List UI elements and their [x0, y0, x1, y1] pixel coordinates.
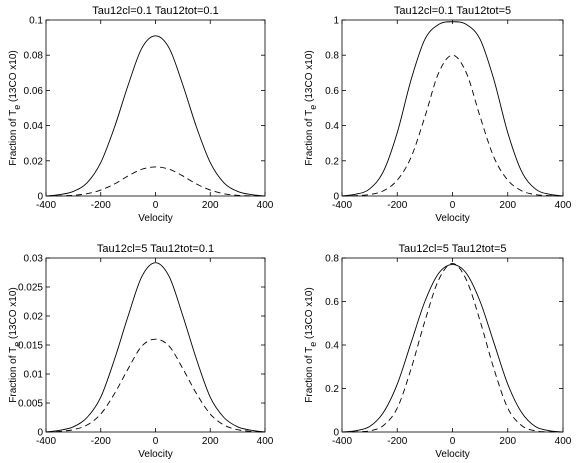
y-tick-label: 0.4: [325, 341, 339, 352]
x-tick-label: -200: [387, 436, 407, 447]
dashed-line-series: [341, 262, 564, 433]
y-axis-label: Fraction of Te (13CO x10): [8, 50, 22, 165]
y-axis-label-main: Fraction of T: [304, 347, 315, 403]
x-tick-label: 200: [499, 200, 516, 211]
y-tick-label: 0.4: [325, 121, 339, 132]
y-tick-label: 0.025: [18, 283, 43, 294]
y-tick-label: 0: [333, 192, 339, 203]
x-axis-label: Velocity: [138, 213, 172, 224]
y-axis-label: Fraction of Te (13CO x10): [304, 287, 318, 402]
y-axis-label-subscript: e: [12, 105, 22, 110]
y-tick-label: 0.005: [18, 399, 43, 410]
x-tick-label: -400: [332, 436, 352, 447]
x-tick-label: -400: [36, 436, 56, 447]
x-tick-label: 0: [153, 200, 159, 211]
axes-box: [341, 257, 564, 433]
solid-line-series: [45, 35, 266, 197]
y-axis-label: Fraction of Te (13CO x10): [8, 287, 22, 402]
x-tick-label: 200: [499, 436, 516, 447]
dashed-line-series: [341, 54, 564, 197]
y-tick-label: 0.02: [24, 312, 44, 323]
solid-line-series: [341, 21, 564, 197]
y-tick-label: 0.015: [18, 341, 43, 352]
x-tick-label: 200: [202, 436, 219, 447]
y-axis-label-main: Fraction of T: [8, 110, 19, 166]
x-tick-label: 400: [257, 436, 274, 447]
y-axis-label-main: Fraction of T: [8, 347, 19, 403]
subplot-3: Tau12cl=5 Tau12tot=0.1 -400 -200 0 200 400 0 0.…: [8, 243, 274, 460]
x-tick-label: 0: [153, 436, 159, 447]
y-tick-label: 1: [333, 16, 339, 27]
y-axis-label-units: (13CO x10): [8, 50, 19, 104]
y-tick-label: 0.02: [24, 156, 44, 167]
x-tick-label: 200: [202, 200, 219, 211]
x-tick-label: 400: [555, 200, 572, 211]
solid-line-series: [341, 264, 564, 433]
x-axis-label: Velocity: [435, 449, 469, 460]
y-axis-label-subscript: e: [308, 342, 318, 347]
dashed-line-series: [45, 166, 266, 197]
y-axis-label-main: Fraction of T: [304, 110, 315, 166]
x-tick-label: 400: [555, 436, 572, 447]
x-tick-label: -200: [91, 200, 111, 211]
y-tick-label: 0: [333, 428, 339, 439]
y-tick-label: 0: [37, 428, 43, 439]
x-tick-label: -200: [91, 436, 111, 447]
y-axis-label-subscript: e: [12, 342, 22, 347]
y-axis-label-subscript: e: [308, 105, 318, 110]
y-axis-label-units: (13CO x10): [304, 287, 315, 341]
subplot-2: Tau12cl=0.1 Tau12tot=5 -400 -200 0 200 400 0 0.…: [304, 5, 572, 224]
y-axis-label: Fraction of Te (13CO x10): [304, 50, 318, 165]
y-tick-label: 0.1: [29, 16, 43, 27]
x-tick-label: -400: [332, 200, 352, 211]
y-tick-label: 0.06: [24, 86, 44, 97]
x-axis-label: Velocity: [138, 449, 172, 460]
dashed-line-series: [45, 338, 266, 433]
y-tick-label: 0.03: [24, 254, 44, 265]
y-tick-label: 0.01: [24, 370, 44, 381]
x-tick-label: 0: [450, 436, 456, 447]
axes-box: [45, 257, 266, 433]
axes-box: [341, 19, 564, 197]
y-tick-label: 0.04: [24, 121, 44, 132]
subplot-4: Tau12cl=5 Tau12tot=5 -400 -200 0 200 400 0 0.2 0…: [304, 243, 572, 460]
y-tick-label: 0: [37, 192, 43, 203]
y-axis-label-units: (13CO x10): [304, 50, 315, 104]
axes-box: [45, 19, 266, 197]
y-tick-label: 0.2: [325, 384, 339, 395]
y-tick-label: 0.6: [325, 297, 339, 308]
x-tick-label: 0: [450, 200, 456, 211]
y-axis-label-units: (13CO x10): [8, 287, 19, 341]
y-tick-label: 0.8: [325, 254, 339, 265]
solid-line-series: [45, 262, 266, 433]
subplot-1: Tau12cl=0.1 Tau12tot=0.1 -400 -200 0 200 400 0…: [8, 5, 274, 224]
subplot-title: Tau12cl=5 Tau12tot=0.1: [97, 243, 214, 255]
x-tick-label: 400: [257, 200, 274, 211]
x-tick-label: -200: [387, 200, 407, 211]
y-tick-label: 0.2: [325, 156, 339, 167]
x-tick-label: -400: [36, 200, 56, 211]
subplot-title: Tau12cl=0.1 Tau12tot=5: [394, 5, 511, 17]
subplot-title: Tau12cl=5 Tau12tot=5: [398, 243, 506, 255]
y-tick-label: 0.6: [325, 86, 339, 97]
x-axis-label: Velocity: [435, 213, 469, 224]
subplot-title: Tau12cl=0.1 Tau12tot=0.1: [92, 5, 218, 17]
y-tick-label: 0.8: [325, 51, 339, 62]
y-tick-label: 0.08: [24, 51, 44, 62]
